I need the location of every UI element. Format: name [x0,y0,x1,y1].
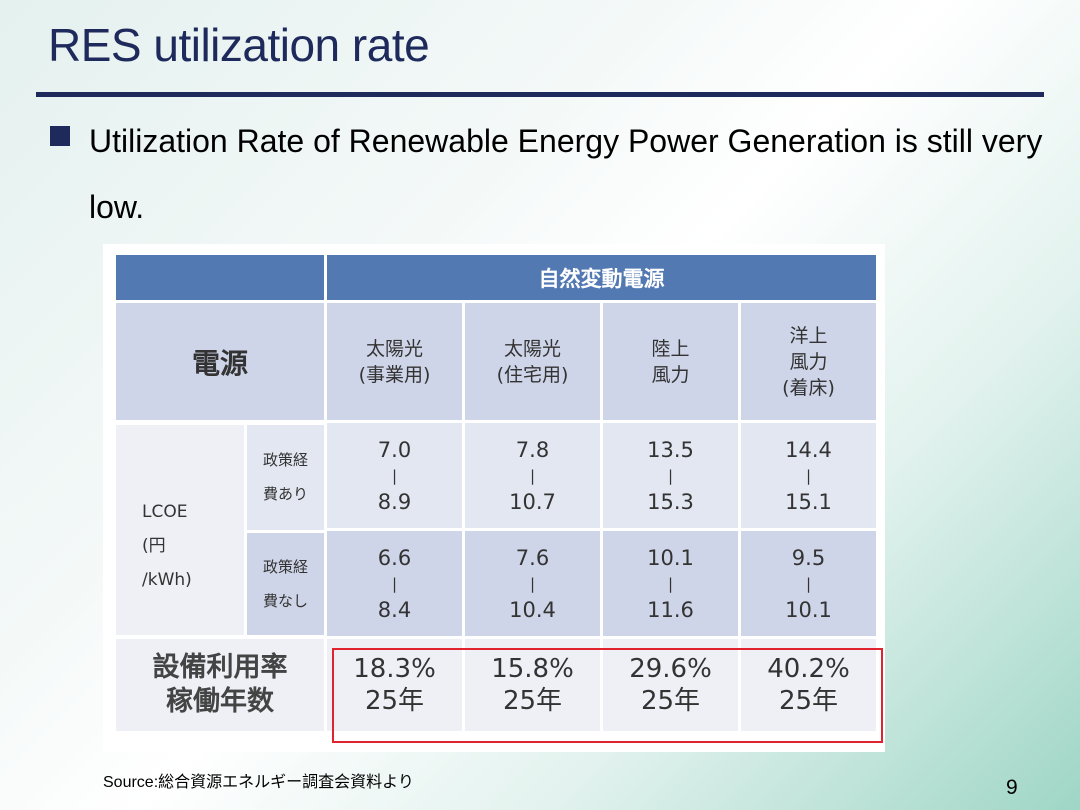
column-header-line: (住宅用) [496,363,569,386]
lcoe-value-cell: 9.5 | 10.1 [741,531,876,636]
lcoe-value-cell: 10.1 | 11.6 [603,531,738,636]
column-header-line: 太陽光 [503,337,561,360]
operating-years: 25年 [502,686,563,716]
range-separator: | [529,466,536,485]
range-separator: | [805,574,812,593]
lcoe-table: 自然変動電源 電源 太陽光 (事業用) 太陽光 (住宅用) 陸上 風力 洋上 風… [113,252,879,734]
range-separator: | [667,574,674,593]
lcoe-value-cell: 7.0 | 8.9 [327,423,462,528]
column-header-line: 風力 [789,350,828,373]
range-high: 15.3 [647,489,694,514]
range-high: 8.4 [377,597,412,622]
column-header-line: (事業用) [358,363,431,386]
range-separator: | [391,466,398,485]
range-low: 7.8 [515,437,550,462]
lcoe-value-cell: 6.6 | 8.4 [327,531,462,636]
column-header-line: 洋上 [789,324,828,347]
utilization-highlight-box [332,648,883,743]
utilization-label-line: 稼働年数 [166,686,274,717]
range-high: 8.9 [377,489,412,514]
utilization-cell: 29.6% 25年 [603,639,738,731]
range-separator: | [667,466,674,485]
range-low: 6.6 [377,545,412,570]
utilization-cell: 18.3% 25年 [327,639,462,731]
lcoe-label-cell: LCOE (円 /kWh) [116,424,244,635]
utilization-cell: 40.2% 25年 [741,639,876,731]
lcoe-label-line: LCOE [142,501,188,522]
range-low: 7.0 [377,437,412,462]
range-low: 10.1 [647,545,694,570]
column-header-line: 風力 [651,363,690,386]
source-note: Source:総合資源エネルギー調査会資料より [103,774,414,791]
operating-years: 25年 [778,686,839,716]
column-header: 陸上 風力 [603,303,738,420]
operating-years: 25年 [364,686,425,716]
column-header: 太陽光 (住宅用) [465,303,600,420]
utilization-rate: 29.6% [629,654,712,684]
policy-line: 費あり [262,485,308,503]
lcoe-label-line: (円 [142,535,166,556]
utilization-label: 設備利用率 稼働年数 [116,639,324,731]
lcoe-value-cell: 7.8 | 10.7 [465,423,600,528]
range-low: 9.5 [791,545,826,570]
column-header-line: (着床) [782,376,835,399]
column-header: 洋上 風力 (着床) [741,303,876,420]
utilization-rate: 40.2% [767,654,850,684]
lcoe-label-block: LCOE (円 /kWh) 政策経 費あり 政策経 [116,423,324,636]
utilization-rate: 15.8% [491,654,574,684]
range-low: 7.6 [515,545,550,570]
range-high: 10.4 [509,597,556,622]
policy-line: 政策経 [262,451,308,469]
operating-years: 25年 [640,686,701,716]
range-separator: | [391,574,398,593]
range-high: 11.6 [647,597,694,622]
lcoe-value-cell: 14.4 | 15.1 [741,423,876,528]
lcoe-table-image: 自然変動電源 電源 太陽光 (事業用) 太陽光 (住宅用) 陸上 風力 洋上 風… [103,244,885,752]
policy-line: 政策経 [262,557,308,576]
range-high: 10.7 [509,489,556,514]
group-header: 自然変動電源 [327,255,876,300]
bullet-text: Utilization Rate of Renewable Energy Pow… [89,123,1043,225]
range-separator: | [805,466,812,485]
policy-line: 費なし [262,591,308,610]
lcoe-value-cell: 13.5 | 15.3 [603,423,738,528]
range-separator: | [529,574,536,593]
range-low: 14.4 [785,437,832,462]
column-header: 太陽光 (事業用) [327,303,462,420]
utilization-rate: 18.3% [353,654,436,684]
utilization-cell: 15.8% 25年 [465,639,600,731]
power-source-header: 電源 [116,303,324,420]
range-high: 10.1 [785,597,832,622]
column-header-line: 太陽光 [365,337,423,360]
bullet-square-icon [50,126,70,146]
range-high: 15.1 [785,489,832,514]
column-header-line: 陸上 [651,337,690,360]
policy-cost-with: 政策経 費あり [244,424,324,530]
lcoe-value-cell: 7.6 | 10.4 [465,531,600,636]
table-corner-cell [116,255,324,300]
policy-cost-without: 政策経 費なし [244,529,324,635]
slide-title: RES utilization rate [48,19,430,71]
title-divider [36,92,1044,97]
lcoe-label-line: /kWh) [142,569,192,590]
utilization-label-line: 設備利用率 [152,652,288,683]
range-low: 13.5 [647,437,694,462]
page-number: 9 [1006,776,1018,799]
